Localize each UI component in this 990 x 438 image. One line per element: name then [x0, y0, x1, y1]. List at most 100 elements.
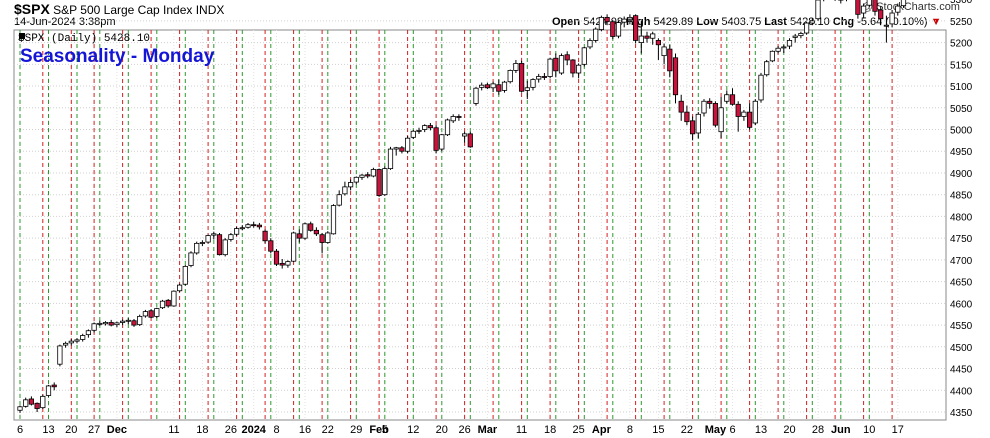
- candle-body: [45, 385, 52, 396]
- candle: [895, 3, 901, 16]
- y-tick-label: 4800: [950, 212, 973, 223]
- candle: [513, 59, 519, 74]
- candle: [900, 0, 907, 8]
- candle: [28, 396, 35, 406]
- x-tick-label: 13: [755, 424, 767, 436]
- candle: [615, 20, 622, 39]
- candle: [245, 222, 251, 229]
- candle: [655, 38, 662, 60]
- candle-body: [399, 147, 405, 152]
- candle-body: [467, 133, 473, 148]
- y-tick-label: 5100: [950, 82, 973, 93]
- candle-body: [536, 76, 542, 80]
- candle: [387, 146, 394, 170]
- candle-body: [684, 111, 690, 123]
- candle-body: [775, 47, 781, 52]
- candle-body: [125, 319, 131, 322]
- candle-body: [900, 0, 907, 7]
- candle: [667, 44, 673, 78]
- plot-area: [13, 29, 947, 421]
- candle: [678, 94, 684, 121]
- x-tick-label: 5: [382, 424, 388, 436]
- candle: [484, 82, 491, 90]
- candle: [222, 238, 228, 257]
- candle: [422, 124, 428, 133]
- y-tick-label: 4550: [950, 321, 973, 332]
- candle: [199, 240, 205, 246]
- symbol-line: $SPX S&P 500 Large Cap Index INDX: [14, 1, 224, 17]
- candle: [439, 133, 445, 152]
- candle-body: [695, 113, 701, 134]
- candle: [273, 249, 280, 266]
- candle-body: [473, 87, 479, 104]
- candle: [823, 0, 825, 2]
- candle: [262, 229, 268, 244]
- candle-body: [895, 5, 901, 13]
- candle: [40, 394, 46, 409]
- candle-body: [576, 64, 582, 74]
- candle: [416, 127, 422, 134]
- candle-body: [667, 48, 673, 72]
- candle: [325, 231, 331, 244]
- series-legend: $SPX (Daily) 5428.10: [18, 33, 150, 45]
- candle: [176, 283, 183, 293]
- candle: [541, 73, 548, 80]
- candle: [188, 251, 194, 268]
- candle-body: [484, 84, 491, 89]
- candle-body: [376, 169, 382, 196]
- candle-body: [593, 28, 599, 41]
- candle-body: [724, 94, 730, 102]
- candle-body: [479, 84, 485, 88]
- candle-body: [547, 58, 553, 77]
- candle-body: [661, 46, 667, 57]
- candle-body: [63, 342, 69, 346]
- candle-body: [308, 223, 314, 231]
- candle-body: [587, 40, 593, 48]
- candle-body: [444, 119, 451, 136]
- candle-body: [404, 137, 411, 152]
- candle: [553, 53, 559, 78]
- candle: [524, 80, 530, 100]
- candle: [576, 63, 582, 79]
- candle-body: [524, 87, 530, 91]
- symbol: $SPX: [14, 1, 50, 17]
- x-tick-label: 16: [299, 424, 311, 436]
- candle: [610, 19, 616, 40]
- candle-body: [370, 169, 377, 177]
- candle: [359, 173, 365, 180]
- candle-body: [633, 15, 639, 41]
- candle: [154, 307, 160, 319]
- candle: [296, 229, 302, 243]
- candle: [410, 129, 416, 140]
- candle: [872, 0, 878, 16]
- candle-body: [752, 100, 758, 124]
- candle-body: [336, 194, 342, 206]
- x-tick-label: Mar: [478, 424, 498, 436]
- candle: [57, 344, 63, 367]
- x-tick-label: 11: [516, 424, 527, 436]
- candle-body: [564, 54, 570, 61]
- candle: [194, 241, 200, 255]
- candle: [165, 299, 171, 308]
- candle: [467, 131, 473, 148]
- candle-body: [142, 311, 148, 317]
- x-tick-label: 26: [225, 424, 237, 436]
- candle-body: [410, 130, 416, 138]
- candle-body: [792, 35, 798, 38]
- candle: [347, 179, 354, 191]
- candle-body: [558, 55, 565, 74]
- x-tick-label: 28: [812, 424, 824, 436]
- candle-body: [120, 320, 126, 323]
- candle: [724, 90, 730, 104]
- candle: [159, 299, 166, 309]
- candle-body: [781, 46, 787, 49]
- candle: [815, 0, 821, 21]
- candle: [564, 51, 570, 66]
- candle: [216, 232, 223, 256]
- candle-body: [747, 111, 753, 128]
- candle: [604, 14, 610, 26]
- candle: [336, 190, 342, 207]
- candle: [747, 103, 753, 130]
- candle-body: [627, 16, 633, 20]
